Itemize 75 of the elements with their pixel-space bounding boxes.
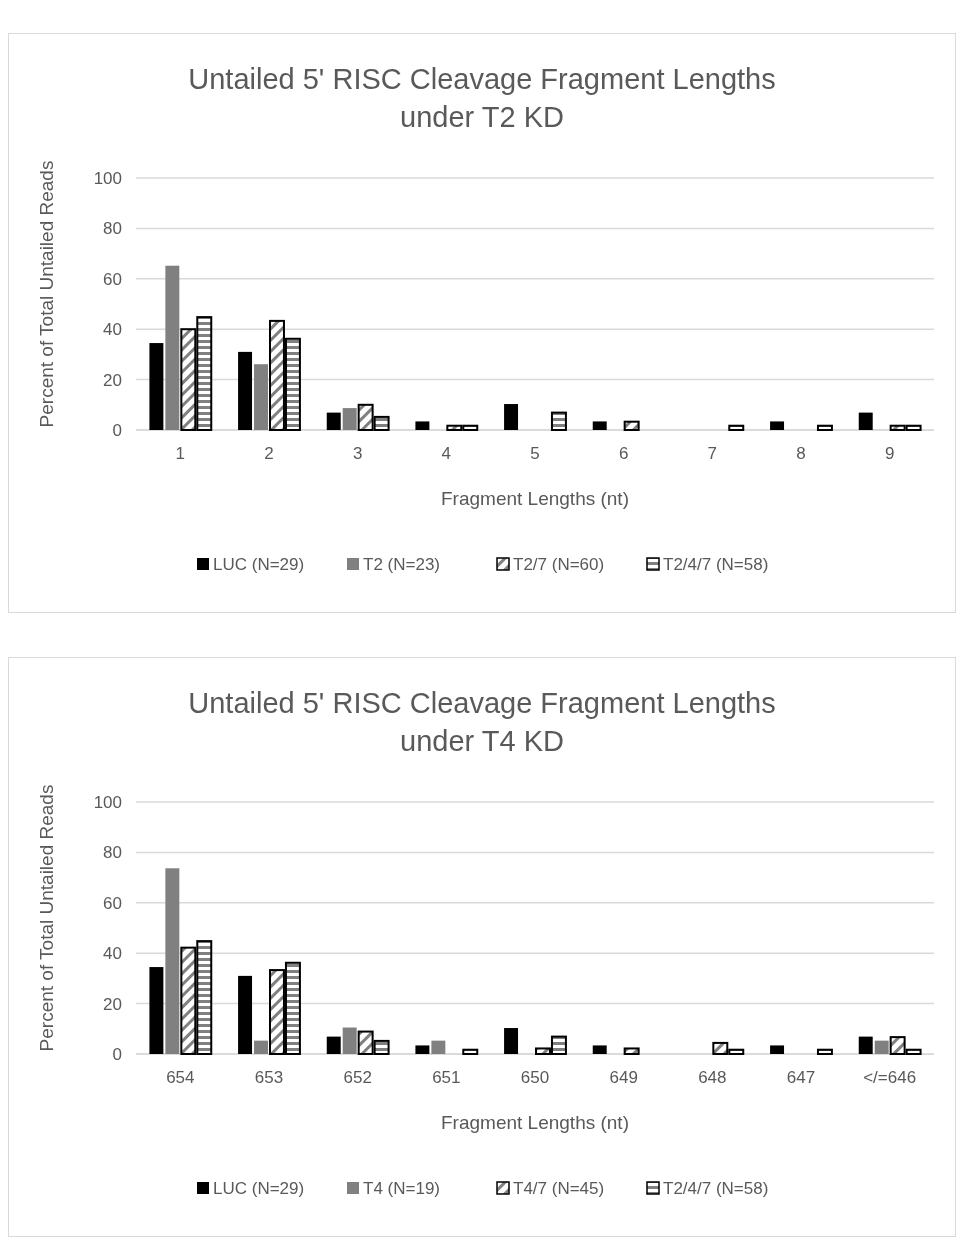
y-axis-title: Percent of Total Untailed Reads: [36, 160, 57, 428]
bar: [623, 420, 640, 431]
bar: [816, 424, 833, 431]
legend-label: LUC (N=29): [213, 1179, 305, 1198]
bar: [254, 364, 268, 430]
bar: [326, 412, 341, 430]
x-tick-label: 651: [432, 1068, 461, 1087]
bar: [728, 424, 745, 431]
x-tick-label: 1: [175, 444, 186, 463]
bar: [415, 1045, 430, 1054]
x-tick-label: 4: [441, 444, 452, 463]
bar: [415, 421, 430, 430]
x-tick-label: 9: [884, 444, 895, 463]
x-axis-title: Fragment Lengths (nt): [441, 488, 629, 509]
bar: [254, 1040, 268, 1054]
bar: [550, 411, 567, 431]
y-axis-title: Percent of Total Untailed Reads: [36, 784, 57, 1052]
legend-label: T2 (N=23): [363, 555, 440, 574]
bar: [592, 1045, 607, 1054]
y-tick-label: 100: [93, 169, 122, 188]
legend-label: T4 (N=19): [363, 1179, 440, 1198]
bar: [623, 1047, 640, 1055]
bar: [816, 1048, 833, 1055]
bar: [504, 1028, 519, 1054]
bar: [342, 408, 357, 430]
bar: [326, 1036, 341, 1054]
y-tick-label: 60: [103, 269, 122, 289]
bar: [770, 421, 785, 430]
x-tick-label: 7: [707, 444, 718, 463]
y-tick-label: 80: [103, 843, 122, 863]
x-tick-label: 647: [786, 1068, 816, 1087]
x-tick-label: 5: [530, 444, 540, 463]
y-tick-label: 0: [112, 1045, 122, 1064]
bar: [504, 404, 519, 430]
legend-label: T2/4/7 (N=58): [663, 555, 769, 574]
y-tick-label: 20: [103, 994, 122, 1014]
bar: [149, 967, 164, 1054]
x-tick-label: 2: [264, 444, 274, 463]
chart-title: Untailed 5' RISC Cleavage Fragment Lengths under T2 KD: [188, 63, 776, 133]
bar: [858, 1036, 873, 1054]
bar: [770, 1045, 785, 1054]
legend-label: LUC (N=29): [213, 555, 305, 574]
y-tick-label: 60: [103, 893, 122, 913]
y-tick-label: 0: [112, 421, 122, 440]
legend-label: T4/7 (N=45): [513, 1179, 605, 1198]
bar: [858, 412, 873, 430]
x-tick-label: 648: [698, 1068, 727, 1087]
bar: [592, 421, 607, 430]
bar: [238, 351, 253, 430]
x-tick-label: 8: [796, 444, 806, 463]
y-tick-label: 40: [103, 944, 122, 964]
x-tick-label: 650: [520, 1068, 550, 1087]
y-tick-label: 80: [103, 219, 122, 239]
bar: [165, 265, 180, 430]
y-tick-label: 40: [103, 320, 122, 340]
x-tick-label: 3: [352, 444, 363, 463]
bar: [462, 1048, 479, 1055]
x-tick-label: 649: [609, 1068, 638, 1087]
bar: [238, 975, 253, 1054]
legend-label: T2/4/7 (N=58): [663, 1179, 769, 1198]
y-tick-label: 20: [103, 370, 122, 390]
x-tick-label: 654: [166, 1068, 195, 1087]
x-tick-label: 652: [343, 1068, 372, 1087]
x-tick-label: 653: [254, 1068, 284, 1087]
x-tick-label: </=646: [863, 1068, 917, 1087]
chart-title: Untailed 5' RISC Cleavage Fragment Lengths under T4 KD: [188, 687, 776, 757]
bar: [165, 868, 180, 1054]
bar: [342, 1027, 357, 1054]
y-tick-label: 100: [93, 793, 122, 812]
bar: [874, 1040, 889, 1054]
legend-label: T2/7 (N=60): [513, 555, 605, 574]
x-tick-label: 6: [618, 444, 629, 463]
bar: [431, 1040, 446, 1054]
x-axis-title: Fragment Lengths (nt): [441, 1112, 629, 1133]
bar: [149, 343, 164, 430]
